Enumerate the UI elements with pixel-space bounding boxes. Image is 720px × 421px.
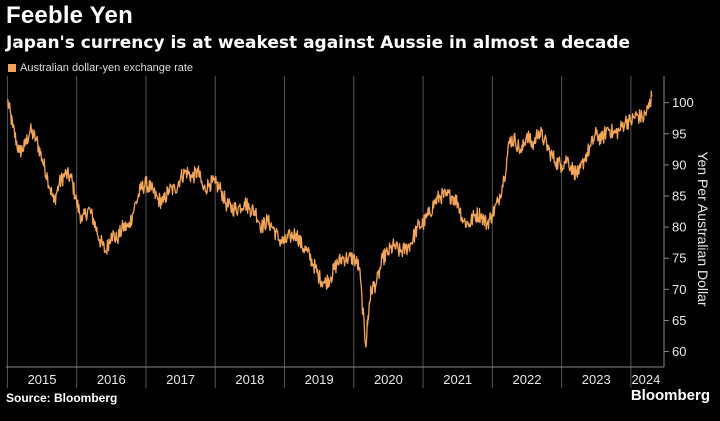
y-tick-label: 65	[672, 313, 686, 328]
chart-subtitle: Japan's currency is at weakest against A…	[6, 33, 631, 53]
x-tick-label: 2016	[97, 372, 126, 387]
legend-label: Australian dollar-yen exchange rate	[20, 62, 194, 74]
y-tick-label: 75	[672, 251, 686, 266]
y-tick-label: 60	[672, 344, 686, 359]
x-tick-label: 2023	[582, 372, 611, 387]
y-tick-label: 85	[672, 189, 686, 204]
x-tick-label: 2019	[305, 372, 334, 387]
y-tick-label: 70	[672, 282, 686, 297]
y-tick-label: 80	[672, 220, 686, 235]
y-tick-label: 100	[672, 95, 694, 110]
x-tick-label: 2020	[374, 372, 403, 387]
legend-swatch	[8, 64, 16, 72]
y-tick-label: 95	[672, 126, 686, 141]
x-tick-label: 2021	[443, 372, 472, 387]
x-tick-label: 2015	[28, 372, 57, 387]
y-tick-label: 90	[672, 157, 686, 172]
y-axis-label: Yen Per Australian Dollar	[695, 151, 711, 306]
source-note: Source: Bloomberg	[6, 391, 118, 405]
chart-legend: Australian dollar-yen exchange rate	[8, 62, 193, 74]
x-tick-label: 2024	[631, 372, 660, 387]
brand-logo: Bloomberg	[630, 387, 710, 404]
x-tick-label: 2017	[166, 372, 195, 387]
x-tick-label: 2022	[513, 372, 542, 387]
x-tick-label: 2018	[235, 372, 264, 387]
series-line	[7, 90, 653, 348]
chart-title: Feeble Yen	[6, 2, 133, 29]
